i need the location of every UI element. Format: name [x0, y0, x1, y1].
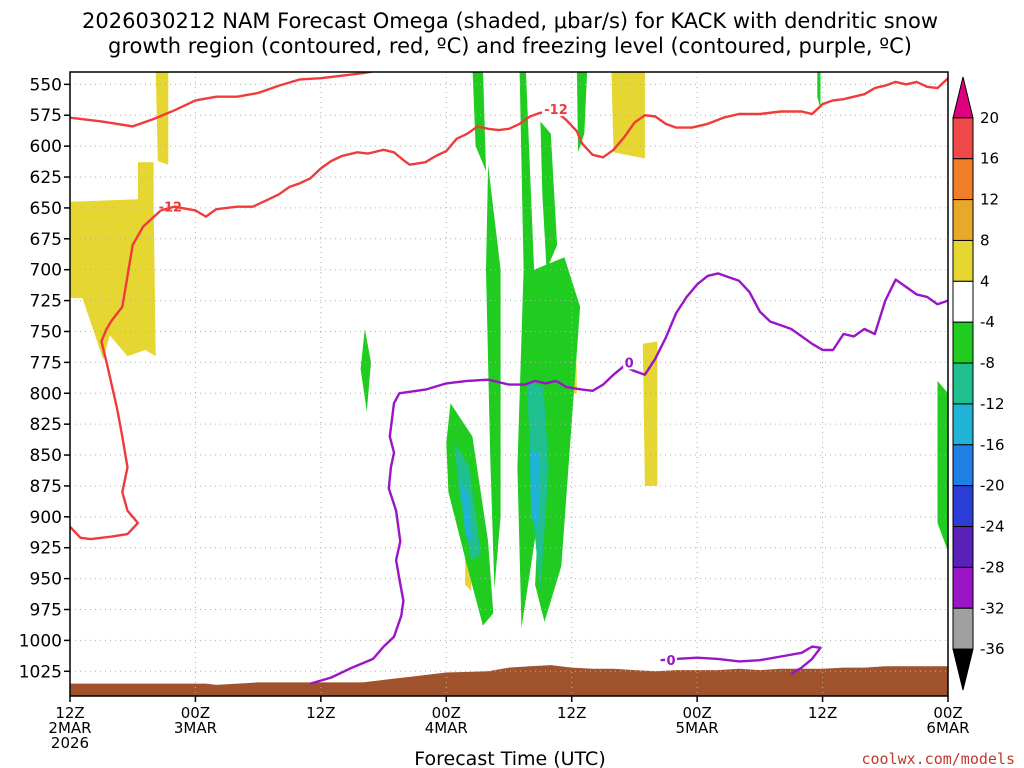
y-tick-label-0: 550: [30, 75, 62, 95]
colorbar-swatch-5: [952, 280, 974, 323]
omega-region-12: [576, 72, 588, 153]
y-tick-label-14: 900: [30, 508, 62, 528]
x-tick-label-6: 12Z: [808, 704, 837, 722]
freezing-label-bg-0: [623, 355, 636, 370]
y-tick-label-12: 850: [30, 446, 62, 466]
freezing-label-0: 0: [625, 356, 634, 371]
chart-title-line2: growth region (contoured, red, ºC) and f…: [108, 34, 912, 58]
colorbar-swatch-13: [952, 607, 974, 650]
colorbar-label-4: 4: [980, 272, 990, 290]
colorbar-label-7: -12: [980, 395, 1005, 413]
x-tick-label-1: 00Z 3MAR: [174, 704, 217, 737]
colorbar-swatch-3: [952, 199, 974, 241]
y-tick-label-17: 975: [30, 601, 62, 621]
colorbar-swatch-9: [952, 444, 974, 487]
x-tick-label-4: 12Z: [557, 704, 586, 722]
credit-text: coolwx.com/models: [861, 750, 1015, 768]
dendritic-label-bg-1: [542, 102, 571, 117]
y-tick-label-1: 575: [30, 106, 62, 126]
colorbar-label-3: 8: [980, 231, 990, 249]
y-tick-label-2: 600: [30, 137, 62, 157]
x-tick-label-2: 12Z: [306, 704, 335, 722]
y-tick-label-13: 875: [30, 477, 62, 497]
x-axis-label: Forecast Time (UTC): [414, 748, 605, 768]
omega-region-18: [460, 479, 472, 542]
colorbar-swatch-0: [952, 76, 974, 119]
omega-region-7: [360, 329, 371, 412]
omega-region-1: [155, 72, 169, 165]
colorbar-swatch-7: [952, 362, 974, 405]
chart-title-line1: 2026030212 NAM Forecast Omega (shaded, μ…: [82, 9, 938, 33]
colorbar-label-2: 12: [980, 191, 999, 209]
omega-region-3: [642, 341, 658, 486]
freezing-label-bg-1: [665, 653, 678, 668]
colorbar-swatch-10: [952, 485, 974, 528]
omega-region-17: [529, 448, 541, 530]
colorbar-label-11: -28: [980, 558, 1005, 576]
dendritic-contour-2: [70, 209, 162, 541]
colorbar-swatch-4: [952, 239, 974, 282]
x-tick-label-0: 12Z 2MAR 2026: [48, 704, 91, 752]
omega-region-13: [937, 380, 948, 552]
colorbar-label-1: 16: [980, 150, 999, 168]
y-tick-label-4: 650: [30, 199, 62, 219]
dendritic-contour-0: [70, 72, 377, 128]
y-tick-label-5: 675: [30, 230, 62, 250]
colorbar-swatch-11: [952, 526, 974, 568]
colorbar-label-13: -36: [980, 640, 1005, 658]
omega-region-2: [611, 72, 645, 159]
plot-frame: [69, 71, 949, 697]
freezing-contour-1: [660, 645, 822, 675]
dendritic-label-1: -12: [544, 103, 568, 118]
colorbar-swatch-12: [952, 566, 974, 609]
y-tick-label-8: 750: [30, 322, 62, 342]
omega-region-14: [817, 72, 821, 110]
freezing-contour-0: [310, 272, 948, 685]
y-tick-label-10: 800: [30, 384, 62, 404]
colorbar-label-8: -16: [980, 436, 1005, 454]
y-tick-label-6: 700: [30, 261, 62, 281]
colorbar-label-6: -8: [980, 354, 995, 372]
omega-region-9: [472, 72, 486, 171]
omega-region-11: [540, 121, 558, 270]
x-tick-label-5: 00Z 5MAR: [676, 704, 719, 737]
colorbar-label-12: -32: [980, 599, 1005, 617]
colorbar-swatch-14: [952, 648, 974, 691]
colorbar-swatch-8: [952, 403, 974, 446]
y-tick-label-3: 625: [30, 168, 62, 188]
y-tick-label-11: 825: [30, 415, 62, 435]
colorbar-label-5: -4: [980, 313, 995, 331]
y-tick-label-18: 1000: [19, 631, 62, 651]
colorbar-label-10: -24: [980, 518, 1005, 536]
y-tick-label-19: 1025: [19, 662, 62, 682]
colorbar-swatch-1: [952, 117, 974, 160]
colorbar-swatch-6: [952, 321, 974, 364]
terrain-fill: [70, 665, 948, 696]
omega-region-8: [486, 164, 501, 589]
x-tick-label-3: 00Z 4MAR: [425, 704, 468, 737]
omega-region-0: [70, 162, 156, 360]
y-tick-label-16: 950: [30, 570, 62, 590]
y-tick-label-15: 925: [30, 539, 62, 559]
colorbar-swatch-2: [952, 158, 974, 201]
freezing-label-1: 0: [666, 654, 675, 669]
colorbar-label-0: 20: [980, 109, 999, 127]
x-tick-label-7: 00Z 6MAR: [926, 704, 969, 737]
y-tick-label-7: 725: [30, 292, 62, 312]
dendritic-contour-1: [160, 77, 948, 218]
colorbar-label-9: -20: [980, 477, 1005, 495]
y-tick-label-9: 775: [30, 353, 62, 373]
